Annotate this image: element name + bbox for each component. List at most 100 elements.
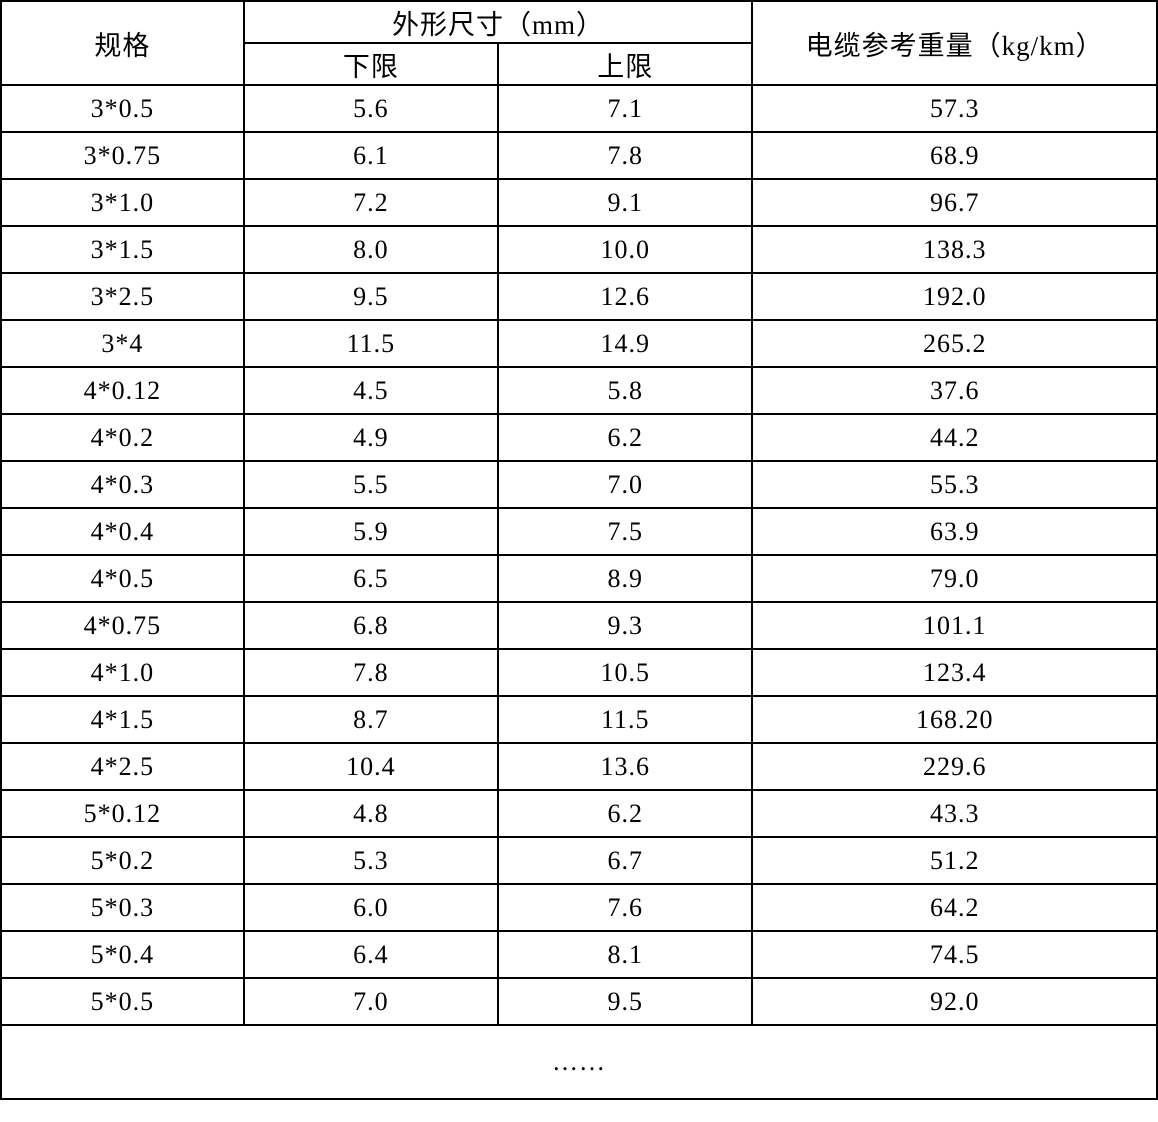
table-row: 3*0.55.67.157.3 bbox=[1, 85, 1157, 132]
cable-spec-table: 规格 外形尺寸（mm） 电缆参考重量（kg/km） 下限 上限 3*0.55.6… bbox=[0, 0, 1158, 1100]
cell-spec: 5*0.2 bbox=[1, 837, 244, 884]
cell-hi: 13.6 bbox=[498, 743, 752, 790]
cell-wt: 63.9 bbox=[752, 508, 1157, 555]
table-row: 5*0.46.48.174.5 bbox=[1, 931, 1157, 978]
cell-lo: 7.2 bbox=[244, 179, 498, 226]
cell-wt: 96.7 bbox=[752, 179, 1157, 226]
cell-hi: 8.9 bbox=[498, 555, 752, 602]
cell-wt: 229.6 bbox=[752, 743, 1157, 790]
header-upper: 上限 bbox=[498, 43, 752, 85]
cell-wt: 68.9 bbox=[752, 132, 1157, 179]
cell-hi: 7.0 bbox=[498, 461, 752, 508]
table-row: 4*0.756.89.3101.1 bbox=[1, 602, 1157, 649]
cell-lo: 4.8 bbox=[244, 790, 498, 837]
cell-hi: 7.5 bbox=[498, 508, 752, 555]
cell-spec: 3*4 bbox=[1, 320, 244, 367]
cell-wt: 192.0 bbox=[752, 273, 1157, 320]
cell-spec: 3*0.5 bbox=[1, 85, 244, 132]
table-row: 4*1.07.810.5123.4 bbox=[1, 649, 1157, 696]
cell-hi: 11.5 bbox=[498, 696, 752, 743]
cell-lo: 5.3 bbox=[244, 837, 498, 884]
cell-hi: 5.8 bbox=[498, 367, 752, 414]
cell-lo: 5.6 bbox=[244, 85, 498, 132]
table-row: 4*0.124.55.837.6 bbox=[1, 367, 1157, 414]
cell-spec: 3*0.75 bbox=[1, 132, 244, 179]
header-lower: 下限 bbox=[244, 43, 498, 85]
cell-lo: 5.5 bbox=[244, 461, 498, 508]
cell-hi: 9.5 bbox=[498, 978, 752, 1025]
cell-spec: 3*2.5 bbox=[1, 273, 244, 320]
cell-spec: 5*0.5 bbox=[1, 978, 244, 1025]
cell-wt: 44.2 bbox=[752, 414, 1157, 461]
cell-spec: 4*1.0 bbox=[1, 649, 244, 696]
table-row: 3*411.514.9265.2 bbox=[1, 320, 1157, 367]
cell-spec: 4*2.5 bbox=[1, 743, 244, 790]
cell-wt: 43.3 bbox=[752, 790, 1157, 837]
cell-hi: 12.6 bbox=[498, 273, 752, 320]
table-row: 5*0.57.09.592.0 bbox=[1, 978, 1157, 1025]
cell-lo: 6.1 bbox=[244, 132, 498, 179]
table-ellipsis: …… bbox=[1, 1025, 1157, 1099]
table-body: 3*0.55.67.157.33*0.756.17.868.93*1.07.29… bbox=[1, 85, 1157, 1025]
cell-hi: 9.1 bbox=[498, 179, 752, 226]
cell-wt: 37.6 bbox=[752, 367, 1157, 414]
table-row: 4*0.56.58.979.0 bbox=[1, 555, 1157, 602]
cell-spec: 4*0.3 bbox=[1, 461, 244, 508]
cell-hi: 9.3 bbox=[498, 602, 752, 649]
table-footer-row: …… bbox=[1, 1025, 1157, 1099]
cell-wt: 92.0 bbox=[752, 978, 1157, 1025]
table-row: 3*1.07.29.196.7 bbox=[1, 179, 1157, 226]
cell-hi: 7.8 bbox=[498, 132, 752, 179]
cell-wt: 265.2 bbox=[752, 320, 1157, 367]
cell-wt: 64.2 bbox=[752, 884, 1157, 931]
table-row: 5*0.25.36.751.2 bbox=[1, 837, 1157, 884]
table-row: 3*1.58.010.0138.3 bbox=[1, 226, 1157, 273]
cell-spec: 4*0.4 bbox=[1, 508, 244, 555]
cell-spec: 4*0.5 bbox=[1, 555, 244, 602]
cell-lo: 5.9 bbox=[244, 508, 498, 555]
cell-spec: 4*0.75 bbox=[1, 602, 244, 649]
header-dims: 外形尺寸（mm） bbox=[244, 1, 753, 43]
cell-wt: 51.2 bbox=[752, 837, 1157, 884]
cell-wt: 55.3 bbox=[752, 461, 1157, 508]
cell-wt: 57.3 bbox=[752, 85, 1157, 132]
cell-lo: 4.5 bbox=[244, 367, 498, 414]
cell-lo: 4.9 bbox=[244, 414, 498, 461]
cell-lo: 7.0 bbox=[244, 978, 498, 1025]
cell-wt: 168.20 bbox=[752, 696, 1157, 743]
cell-lo: 11.5 bbox=[244, 320, 498, 367]
cell-hi: 10.5 bbox=[498, 649, 752, 696]
cell-wt: 101.1 bbox=[752, 602, 1157, 649]
cell-hi: 7.6 bbox=[498, 884, 752, 931]
table-row: 4*2.510.413.6229.6 bbox=[1, 743, 1157, 790]
cell-spec: 4*1.5 bbox=[1, 696, 244, 743]
cell-wt: 79.0 bbox=[752, 555, 1157, 602]
cell-wt: 138.3 bbox=[752, 226, 1157, 273]
cell-hi: 7.1 bbox=[498, 85, 752, 132]
cell-wt: 74.5 bbox=[752, 931, 1157, 978]
cell-hi: 8.1 bbox=[498, 931, 752, 978]
table-row: 4*0.35.57.055.3 bbox=[1, 461, 1157, 508]
cell-lo: 9.5 bbox=[244, 273, 498, 320]
cell-spec: 5*0.4 bbox=[1, 931, 244, 978]
cell-hi: 6.2 bbox=[498, 790, 752, 837]
cell-wt: 123.4 bbox=[752, 649, 1157, 696]
table-row: 5*0.36.07.664.2 bbox=[1, 884, 1157, 931]
cell-spec: 5*0.3 bbox=[1, 884, 244, 931]
header-weight: 电缆参考重量（kg/km） bbox=[752, 1, 1157, 85]
cell-lo: 8.7 bbox=[244, 696, 498, 743]
table-row: 3*0.756.17.868.9 bbox=[1, 132, 1157, 179]
cell-hi: 6.7 bbox=[498, 837, 752, 884]
cell-hi: 6.2 bbox=[498, 414, 752, 461]
table-header: 规格 外形尺寸（mm） 电缆参考重量（kg/km） 下限 上限 bbox=[1, 1, 1157, 85]
cell-lo: 6.8 bbox=[244, 602, 498, 649]
cell-lo: 10.4 bbox=[244, 743, 498, 790]
cell-lo: 6.5 bbox=[244, 555, 498, 602]
table-row: 4*1.58.711.5168.20 bbox=[1, 696, 1157, 743]
cell-lo: 7.8 bbox=[244, 649, 498, 696]
cell-spec: 4*0.12 bbox=[1, 367, 244, 414]
table-row: 4*0.24.96.244.2 bbox=[1, 414, 1157, 461]
cell-lo: 8.0 bbox=[244, 226, 498, 273]
table-row: 5*0.124.86.243.3 bbox=[1, 790, 1157, 837]
cell-spec: 3*1.5 bbox=[1, 226, 244, 273]
